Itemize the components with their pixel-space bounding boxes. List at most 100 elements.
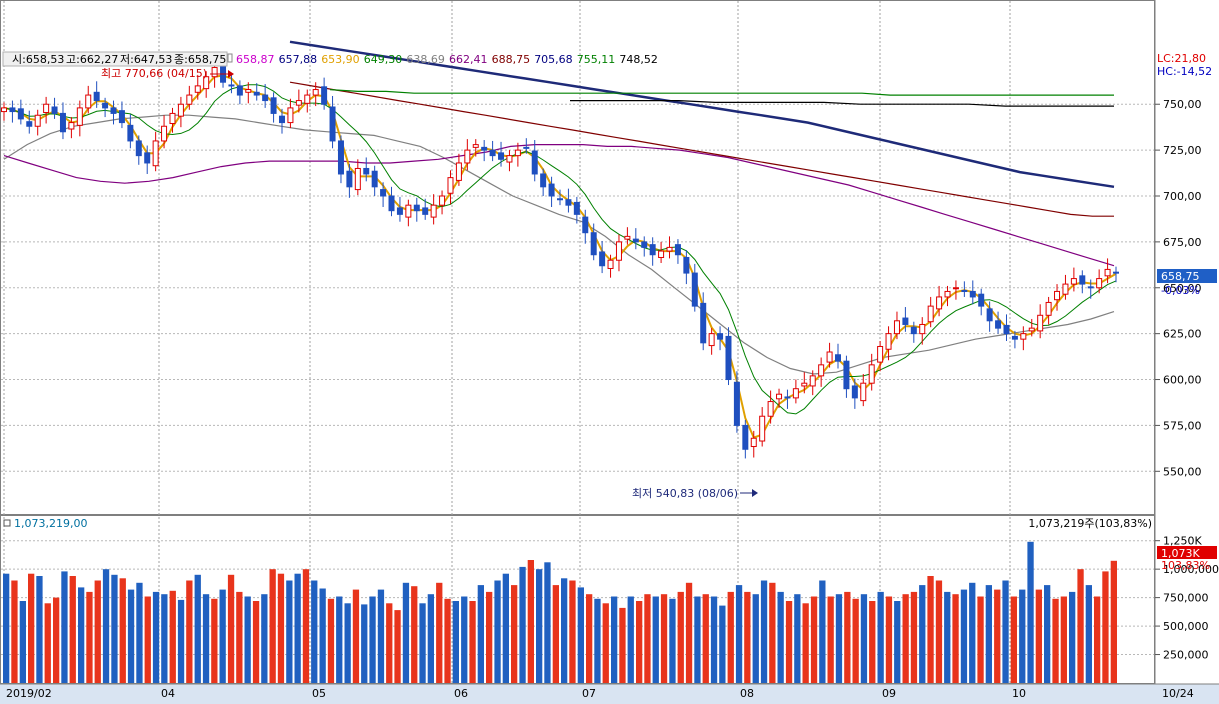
volume-bar bbox=[3, 573, 10, 683]
volume-bar bbox=[760, 580, 768, 683]
volume-bar bbox=[860, 594, 868, 683]
candle-body bbox=[253, 91, 260, 96]
volume-bar bbox=[486, 591, 493, 683]
candle-body bbox=[422, 207, 429, 215]
volume-bars bbox=[3, 541, 1117, 683]
candle-body bbox=[405, 204, 412, 218]
volume-bar bbox=[511, 585, 518, 683]
volume-bar bbox=[127, 589, 135, 683]
volume-bar bbox=[710, 596, 718, 683]
candle-body bbox=[1003, 324, 1010, 335]
volume-bar bbox=[527, 560, 534, 683]
volume-bar bbox=[960, 589, 968, 683]
volume-bar bbox=[502, 573, 509, 683]
candle-body bbox=[700, 302, 707, 344]
candle-body bbox=[1062, 283, 1069, 295]
volume-bar bbox=[969, 582, 976, 683]
candle-body bbox=[388, 195, 395, 212]
candle-body bbox=[363, 167, 370, 175]
volume-bar bbox=[586, 594, 593, 683]
volume-bar bbox=[810, 596, 818, 683]
volume-bar bbox=[469, 601, 476, 683]
volume-bar bbox=[827, 596, 834, 683]
volume-bar bbox=[219, 589, 226, 683]
price-ticks: 550,00 575,00 600,00 625,00 650,00 675,00 700,… bbox=[1155, 98, 1202, 478]
volume-right-info: 1,073,219주(103,83%) bbox=[1028, 517, 1152, 530]
candle-body bbox=[1037, 314, 1044, 332]
x-tick-label: 05 bbox=[312, 687, 326, 700]
volume-bar bbox=[202, 594, 210, 683]
candle-body bbox=[26, 121, 33, 127]
volume-bar bbox=[819, 580, 826, 683]
candle-body bbox=[279, 115, 285, 124]
candle-body bbox=[472, 144, 479, 148]
price-axis-panel bbox=[1155, 0, 1219, 515]
hc-label: HC:-14,52 bbox=[1157, 65, 1212, 78]
volume-bar bbox=[677, 591, 684, 683]
candle-body bbox=[161, 125, 168, 142]
candle-body bbox=[262, 94, 269, 102]
volume-bar bbox=[94, 580, 101, 683]
candle-body bbox=[717, 333, 724, 340]
price-tick-label: 750,00 bbox=[1163, 98, 1202, 111]
volume-bar bbox=[636, 601, 643, 683]
candle-body bbox=[1054, 290, 1061, 301]
volume-tick-label: 1,000,000 bbox=[1163, 563, 1219, 576]
volume-bar bbox=[369, 596, 376, 683]
volume-bar bbox=[885, 596, 893, 683]
volume-bar bbox=[344, 603, 351, 683]
candle-body bbox=[877, 345, 884, 363]
volume-ticks: 250,000 500,000 750,000 1,000,000 1,250K bbox=[1155, 535, 1219, 662]
candle-body bbox=[489, 149, 496, 157]
candle-body bbox=[1087, 286, 1094, 289]
price-tick-label: 625,00 bbox=[1163, 328, 1202, 341]
volume-bar bbox=[336, 596, 343, 683]
x-axis-right-label: 10/24 bbox=[1162, 687, 1194, 700]
candle-body bbox=[683, 256, 690, 274]
volume-bar bbox=[461, 596, 468, 683]
low-arrow-head bbox=[752, 489, 758, 497]
volume-bar bbox=[261, 594, 268, 683]
candle-body bbox=[818, 364, 825, 377]
volume-bar bbox=[735, 585, 743, 683]
candle-body bbox=[759, 415, 766, 442]
volume-bar bbox=[86, 591, 93, 683]
volume-bar bbox=[669, 598, 676, 683]
candle-body bbox=[691, 272, 698, 307]
volume-marker bbox=[3, 519, 11, 527]
volume-bar bbox=[61, 571, 68, 683]
volume-bar bbox=[236, 591, 243, 683]
candle-body bbox=[582, 216, 589, 234]
candle-body bbox=[801, 382, 808, 387]
volume-bar bbox=[794, 594, 801, 683]
volume-bar bbox=[1085, 585, 1092, 683]
candle-body bbox=[506, 155, 513, 163]
candle-body bbox=[211, 67, 218, 78]
volume-bar bbox=[161, 594, 168, 683]
volume-bar bbox=[552, 585, 559, 683]
candle-body bbox=[312, 89, 319, 96]
candle-body bbox=[34, 114, 41, 127]
candle-body bbox=[573, 201, 580, 215]
candle-body bbox=[1028, 327, 1035, 332]
candle-body bbox=[76, 107, 83, 126]
candle-body bbox=[674, 244, 681, 256]
volume-bar bbox=[477, 585, 484, 683]
high-arrow-head bbox=[228, 70, 234, 78]
candle-body bbox=[85, 94, 92, 109]
x-tick-label: 07 bbox=[582, 687, 596, 700]
candle-body bbox=[590, 232, 597, 256]
volume-bar bbox=[427, 594, 434, 683]
volume-bar bbox=[377, 589, 385, 683]
volume-bar bbox=[44, 603, 51, 683]
candle-body bbox=[228, 84, 235, 87]
candle-body bbox=[413, 204, 420, 212]
candle-body bbox=[102, 102, 109, 109]
volume-bar bbox=[1077, 569, 1084, 683]
price-tick-label: 550,00 bbox=[1163, 465, 1202, 478]
candle-body bbox=[481, 146, 488, 151]
volume-bar bbox=[169, 590, 176, 683]
volume-bar bbox=[994, 589, 1001, 683]
candle-body bbox=[304, 94, 311, 104]
candle-body bbox=[826, 351, 833, 363]
